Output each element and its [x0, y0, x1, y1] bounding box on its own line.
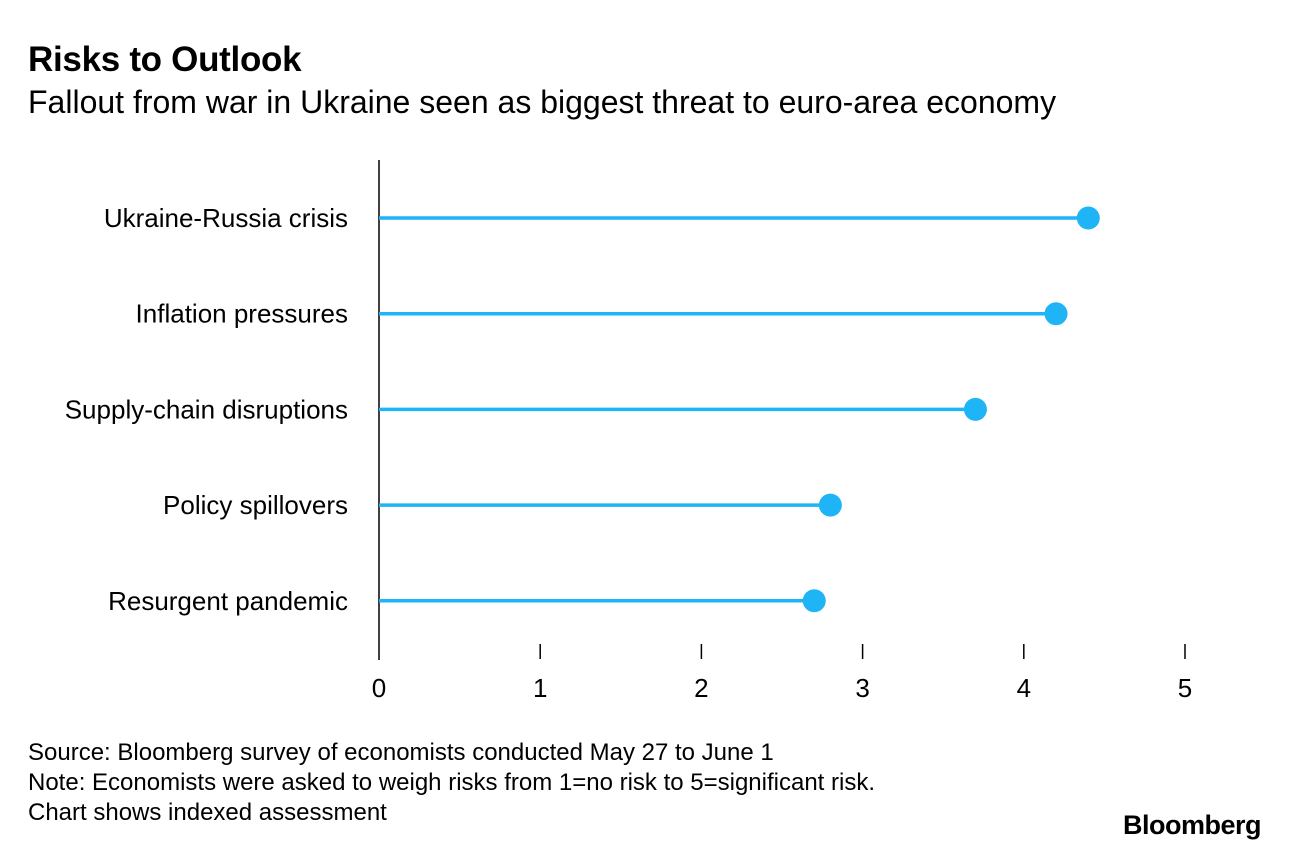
chart-title: Risks to Outlook	[28, 40, 302, 79]
x-tick-label: 5	[1178, 673, 1192, 703]
lollipop-dot	[1044, 302, 1068, 326]
lollipop-dot	[963, 397, 987, 421]
lollipop-dot	[802, 589, 826, 613]
x-tick-label: 4	[1017, 673, 1031, 703]
x-tick-label: 0	[372, 673, 386, 703]
category-label: Resurgent pandemic	[108, 586, 348, 616]
methodology-note: Note: Economists were asked to weigh ris…	[28, 769, 876, 796]
x-tick-label: 2	[694, 673, 708, 703]
category-label: Inflation pressures	[136, 299, 348, 329]
x-tick-label: 3	[855, 673, 869, 703]
methodology-note-continued: Chart shows indexed assessment	[28, 799, 387, 826]
chart-footer: Source: Bloomberg survey of economists c…	[28, 738, 875, 828]
bloomberg-logo: Bloomberg	[1122, 810, 1262, 840]
lollipop-dot	[818, 493, 842, 517]
lollipop-dot	[1076, 206, 1100, 230]
category-label: Ukraine-Russia crisis	[104, 203, 348, 233]
source-note: Source: Bloomberg survey of economists c…	[28, 739, 774, 766]
category-label: Supply-chain disruptions	[65, 394, 348, 424]
category-label: Policy spillovers	[163, 490, 348, 520]
chart-subtitle: Fallout from war in Ukraine seen as bigg…	[28, 84, 1057, 120]
x-tick-label: 1	[533, 673, 547, 703]
